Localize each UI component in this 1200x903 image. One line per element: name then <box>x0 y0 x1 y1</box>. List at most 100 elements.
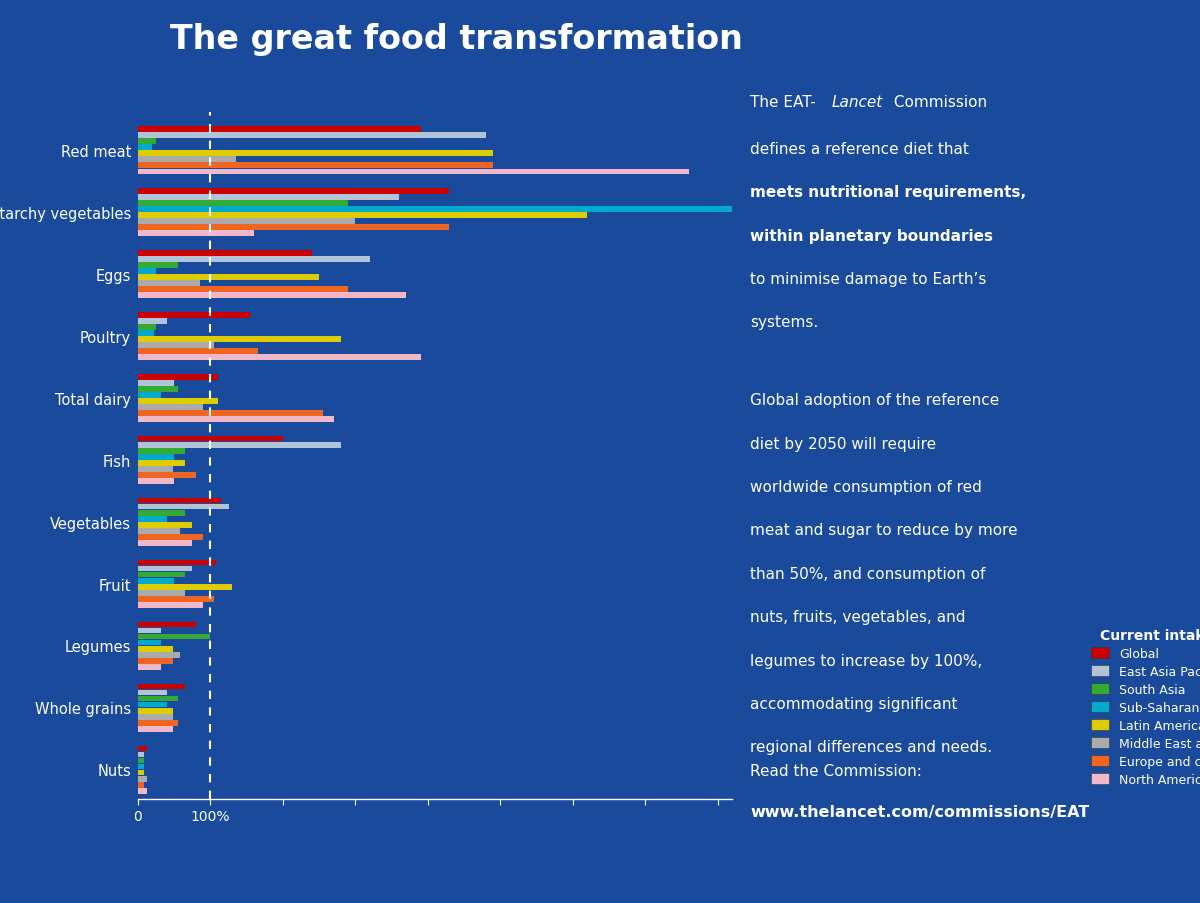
Text: www.thelancet.com/commissions/EAT: www.thelancet.com/commissions/EAT <box>750 804 1090 819</box>
Bar <box>138 541 192 546</box>
Bar <box>138 213 587 219</box>
Bar <box>138 498 221 504</box>
Bar <box>138 337 341 342</box>
Text: diet by 2050 will require: diet by 2050 will require <box>750 436 936 452</box>
Bar <box>138 658 173 664</box>
Bar <box>138 219 355 225</box>
Bar <box>138 714 173 720</box>
Bar <box>138 170 689 175</box>
Bar <box>138 653 180 658</box>
Bar <box>138 622 196 628</box>
Bar <box>138 517 167 522</box>
Bar <box>138 256 370 263</box>
Bar <box>138 770 144 776</box>
Text: to minimise damage to Earth’s: to minimise damage to Earth’s <box>750 272 986 287</box>
Bar <box>138 584 232 590</box>
Bar <box>138 139 156 144</box>
Bar <box>138 386 178 392</box>
Bar <box>138 251 312 256</box>
Bar <box>138 597 214 602</box>
Bar <box>138 665 161 670</box>
Text: worldwide consumption of red: worldwide consumption of red <box>750 479 982 495</box>
Bar <box>138 528 180 534</box>
Legend: Global, East Asia Pacific, South Asia, Sub-Saharan Africa, Latin America and Car: Global, East Asia Pacific, South Asia, S… <box>1091 628 1200 786</box>
Text: than 50%, and consumption of: than 50%, and consumption of <box>750 566 985 582</box>
Bar <box>138 523 192 528</box>
Bar <box>138 696 178 702</box>
Text: Global adoption of the reference: Global adoption of the reference <box>750 393 1000 408</box>
Bar <box>138 263 178 268</box>
Bar <box>138 163 493 169</box>
Text: accommodating significant: accommodating significant <box>750 696 958 712</box>
Bar <box>138 777 146 782</box>
Bar <box>138 349 258 354</box>
Bar <box>138 225 450 230</box>
Bar <box>138 281 199 286</box>
Bar <box>138 788 146 794</box>
Bar <box>138 399 217 405</box>
Bar <box>138 127 420 133</box>
Bar <box>138 479 174 484</box>
Bar <box>138 684 185 690</box>
Text: meat and sugar to reduce by more: meat and sugar to reduce by more <box>750 523 1018 538</box>
Bar <box>138 417 334 423</box>
Bar <box>138 207 732 212</box>
Bar <box>138 449 185 454</box>
Text: Commission: Commission <box>889 95 988 110</box>
Text: Lancet: Lancet <box>832 95 883 110</box>
Bar <box>138 189 450 194</box>
Bar <box>138 287 348 293</box>
Bar <box>138 721 178 726</box>
Bar <box>138 330 154 336</box>
Bar <box>138 591 185 596</box>
Text: meets nutritional requirements,: meets nutritional requirements, <box>750 185 1026 200</box>
Bar <box>138 535 203 540</box>
Bar <box>138 561 216 566</box>
Bar <box>138 195 398 200</box>
Text: regional differences and needs.: regional differences and needs. <box>750 740 992 755</box>
Text: The EAT-: The EAT- <box>750 95 816 110</box>
Bar <box>138 726 173 731</box>
Bar <box>138 647 173 652</box>
Text: defines a reference diet that: defines a reference diet that <box>750 142 968 157</box>
Bar <box>138 436 283 442</box>
Bar <box>138 405 203 410</box>
Text: nuts, fruits, vegetables, and: nuts, fruits, vegetables, and <box>750 610 966 625</box>
Bar <box>138 293 406 299</box>
Bar <box>138 231 254 237</box>
Bar <box>138 454 174 461</box>
Bar <box>138 157 235 163</box>
Bar <box>138 393 161 398</box>
Text: within planetary boundaries: within planetary boundaries <box>750 228 994 244</box>
Bar <box>138 355 420 360</box>
Bar <box>138 708 173 713</box>
Bar <box>138 566 192 572</box>
Bar <box>138 690 167 695</box>
Bar <box>138 269 156 275</box>
Text: Read the Commission:: Read the Commission: <box>750 763 922 778</box>
Bar <box>138 151 493 156</box>
Bar <box>138 375 217 380</box>
Bar <box>138 640 161 646</box>
Bar <box>138 275 319 281</box>
Bar <box>138 759 144 764</box>
Bar <box>138 312 251 318</box>
Bar <box>138 703 167 708</box>
Bar <box>138 473 196 479</box>
Bar <box>138 752 144 758</box>
Text: legumes to increase by 100%,: legumes to increase by 100%, <box>750 653 983 668</box>
Bar <box>138 573 185 578</box>
Bar <box>138 325 156 330</box>
Bar <box>138 442 341 448</box>
Text: systems.: systems. <box>750 315 818 330</box>
Bar <box>138 343 214 349</box>
Bar <box>138 461 185 466</box>
Bar <box>138 381 174 386</box>
Bar <box>138 145 152 151</box>
Bar <box>138 467 173 472</box>
Bar <box>138 133 486 138</box>
Bar <box>138 602 203 608</box>
Text: The great food transformation: The great food transformation <box>169 23 743 56</box>
Bar <box>138 579 174 584</box>
Bar <box>138 505 228 510</box>
